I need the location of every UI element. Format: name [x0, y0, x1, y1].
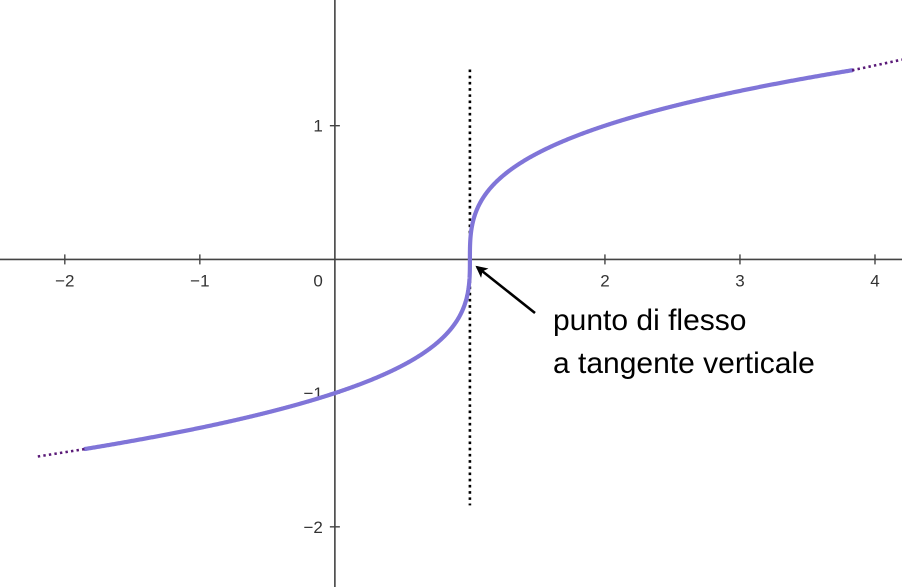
x-tick-label: 2: [600, 271, 609, 290]
annotation-line-1: punto di flesso: [553, 304, 746, 337]
y-tick-label: −2: [303, 518, 322, 537]
x-tick-label: 4: [870, 271, 879, 290]
origin-label: 0: [313, 271, 322, 290]
x-tick-label: 3: [735, 271, 744, 290]
annotation-line-2: a tangente verticale: [553, 347, 815, 380]
right-curve-extension: [851, 58, 902, 72]
left-curve-extension: [37, 447, 86, 458]
x-tick-label: −1: [190, 271, 209, 290]
function-curve: [82, 68, 855, 452]
annotation-arrow: [475, 265, 536, 315]
y-tick-label: 1: [313, 117, 322, 136]
x-tick-label: −2: [55, 271, 74, 290]
